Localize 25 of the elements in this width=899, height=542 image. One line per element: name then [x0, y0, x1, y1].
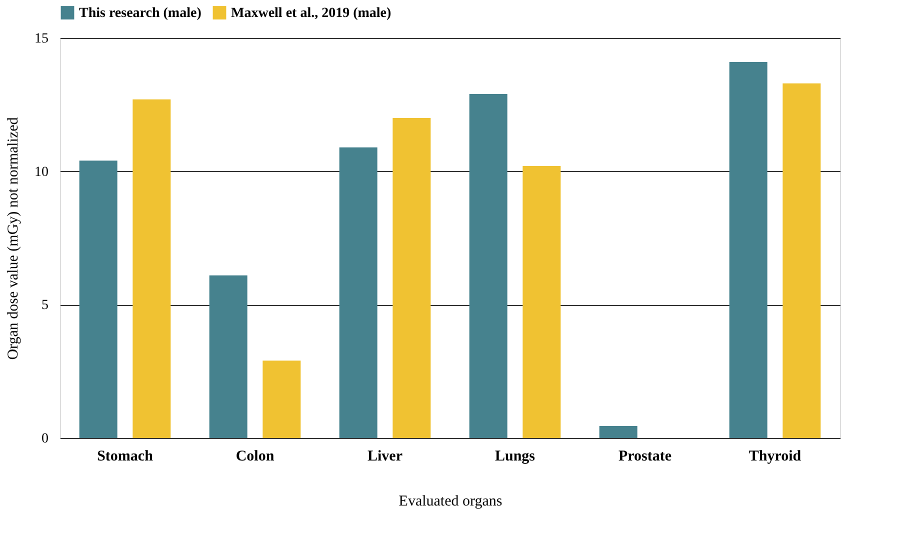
bar [782, 83, 821, 438]
y-axis-title: Organ dose value (mGy) not normalized [6, 116, 22, 360]
bar [209, 275, 248, 438]
x-tick-label: Lungs [494, 448, 536, 464]
bar [79, 160, 118, 438]
bar [729, 62, 768, 438]
bar [262, 360, 301, 438]
bar [339, 147, 378, 438]
x-tick-label: Prostate [618, 448, 672, 464]
legend-label: This research (male) [79, 6, 202, 21]
x-tick-label: Thyroid [748, 448, 802, 464]
bar [599, 426, 638, 438]
x-tick-label: Stomach [97, 448, 154, 464]
x-tick-label: Liver [368, 448, 403, 464]
y-tick-label: 0 [42, 432, 48, 446]
y-tick-label: 5 [42, 298, 48, 314]
bar [522, 166, 561, 438]
x-tick-label: Colon [236, 448, 275, 464]
bar [469, 94, 508, 438]
bar [392, 118, 431, 438]
x-axis-title: Evaluated organs [398, 494, 502, 510]
y-tick-label: 15 [34, 32, 48, 46]
legend-label: Maxwell et al., 2019 (male) [231, 6, 392, 21]
y-tick-label: 10 [34, 164, 48, 180]
bar [132, 99, 171, 438]
